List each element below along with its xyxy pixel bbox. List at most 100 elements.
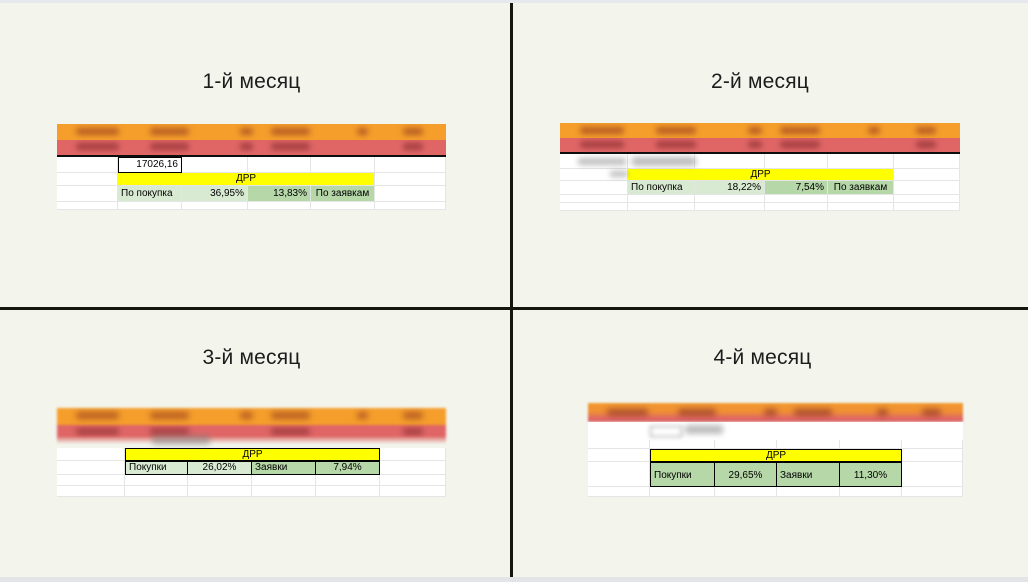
empty-cell[interactable] bbox=[902, 487, 963, 497]
cell-label-applications[interactable]: Заявки bbox=[777, 462, 840, 487]
vertical-divider-line bbox=[510, 3, 513, 577]
empty-cell[interactable] bbox=[650, 487, 715, 497]
empty-cell[interactable] bbox=[380, 475, 446, 486]
empty-cell[interactable] bbox=[188, 486, 252, 497]
cell-label-purchases[interactable]: Покупки bbox=[650, 462, 715, 487]
empty-cell[interactable] bbox=[380, 461, 446, 475]
redacted-text-blob bbox=[76, 143, 120, 150]
cell-value-applications-drr[interactable]: 7,54% bbox=[765, 181, 828, 195]
cell-value-purchases-drr[interactable]: 26,02% bbox=[188, 461, 252, 475]
empty-cell[interactable] bbox=[375, 157, 446, 173]
quadrant-title: 2-й месяц bbox=[710, 70, 810, 93]
empty-cell[interactable] bbox=[560, 203, 628, 211]
empty-cell[interactable] bbox=[628, 195, 695, 203]
cell-value-applications-drr[interactable]: 7,94% bbox=[316, 461, 380, 475]
empty-cell[interactable] bbox=[311, 157, 375, 173]
cell-value-purchases-drr[interactable]: 36,95% bbox=[182, 186, 248, 202]
empty-cell[interactable] bbox=[588, 440, 650, 449]
empty-cell[interactable] bbox=[380, 486, 446, 497]
cell-label-applications[interactable]: По заявкам bbox=[828, 181, 894, 195]
cell-label-purchases[interactable]: Покупки bbox=[125, 461, 188, 475]
empty-cell[interactable] bbox=[560, 181, 628, 195]
empty-cell[interactable] bbox=[57, 475, 125, 486]
empty-cell[interactable] bbox=[182, 157, 248, 173]
empty-cell[interactable] bbox=[828, 154, 894, 169]
empty-cell[interactable] bbox=[777, 487, 840, 497]
empty-cell[interactable] bbox=[380, 448, 446, 461]
empty-cell[interactable] bbox=[894, 169, 960, 181]
spreadsheet-snippet-month-3: ДРР Покупки 26,02% Заявки 7,94% bbox=[57, 408, 446, 497]
cell-label-purchases[interactable]: По покупка bbox=[118, 186, 182, 202]
empty-cell[interactable] bbox=[125, 475, 188, 486]
empty-cell[interactable] bbox=[902, 449, 963, 462]
spreadsheet-snippet-month-1: 17026,16 ДРР По покупка 36,95% 13,83% По… bbox=[57, 124, 446, 210]
empty-cell[interactable] bbox=[894, 181, 960, 195]
redacted-text-blob bbox=[921, 409, 941, 416]
empty-cell[interactable] bbox=[316, 486, 380, 497]
empty-cell[interactable] bbox=[248, 202, 311, 210]
empty-cell[interactable] bbox=[765, 154, 828, 169]
empty-cell[interactable] bbox=[375, 186, 446, 202]
empty-cell[interactable] bbox=[695, 203, 765, 211]
empty-cell[interactable] bbox=[588, 487, 650, 497]
empty-cell[interactable] bbox=[628, 203, 695, 211]
empty-cell[interactable] bbox=[650, 440, 715, 449]
cell-label-applications[interactable]: Заявки bbox=[252, 461, 316, 475]
cell-value-applications-drr[interactable]: 13,83% bbox=[248, 186, 311, 202]
empty-cell[interactable] bbox=[182, 202, 248, 210]
redacted-text-blob bbox=[632, 157, 696, 166]
empty-cell[interactable] bbox=[188, 475, 252, 486]
empty-cell[interactable] bbox=[118, 202, 182, 210]
empty-cell[interactable] bbox=[57, 186, 118, 202]
empty-cell[interactable] bbox=[311, 202, 375, 210]
empty-cell[interactable] bbox=[252, 486, 316, 497]
empty-cell[interactable] bbox=[57, 157, 118, 173]
empty-cell[interactable] bbox=[902, 462, 963, 487]
empty-cell[interactable] bbox=[715, 440, 777, 449]
drr-header-cell[interactable]: ДРР bbox=[628, 169, 894, 181]
empty-cell[interactable] bbox=[894, 203, 960, 211]
empty-cell[interactable] bbox=[588, 449, 650, 462]
empty-cell[interactable] bbox=[57, 173, 118, 186]
empty-cell[interactable] bbox=[588, 462, 650, 487]
empty-cell[interactable] bbox=[715, 487, 777, 497]
empty-cell[interactable] bbox=[828, 203, 894, 211]
spreadsheet-snippet-month-2: ДРР По покупка 18,22% 7,54% По заявкам bbox=[560, 123, 960, 211]
cell-value-applications-drr[interactable]: 11,30% bbox=[840, 462, 902, 487]
cell-value-purchases-drr[interactable]: 29,65% bbox=[715, 462, 777, 487]
empty-cell[interactable] bbox=[57, 448, 125, 461]
empty-cell[interactable] bbox=[375, 173, 446, 186]
empty-cell[interactable] bbox=[560, 195, 628, 203]
redacted-text-blob bbox=[270, 412, 310, 419]
empty-cell[interactable] bbox=[828, 195, 894, 203]
empty-cell[interactable] bbox=[57, 486, 125, 497]
empty-cell[interactable] bbox=[840, 487, 902, 497]
cell-label-applications[interactable]: По заявкам bbox=[311, 186, 375, 202]
drr-header-cell[interactable]: ДРР bbox=[118, 173, 375, 186]
empty-cell[interactable] bbox=[765, 195, 828, 203]
redacted-text-blob bbox=[152, 435, 210, 445]
empty-cell[interactable] bbox=[248, 157, 311, 173]
empty-cell[interactable] bbox=[902, 440, 963, 449]
empty-cell[interactable] bbox=[894, 195, 960, 203]
empty-cell[interactable] bbox=[695, 154, 765, 169]
empty-cell[interactable] bbox=[57, 202, 118, 210]
empty-cell[interactable] bbox=[777, 440, 840, 449]
cell-label-purchases[interactable]: По покупка bbox=[628, 181, 695, 195]
redacted-text-blob bbox=[150, 428, 190, 435]
empty-cell[interactable] bbox=[840, 440, 902, 449]
empty-cell[interactable] bbox=[375, 202, 446, 210]
empty-cell[interactable] bbox=[316, 475, 380, 486]
empty-cell[interactable] bbox=[894, 154, 960, 169]
empty-cell[interactable] bbox=[765, 203, 828, 211]
empty-cell[interactable] bbox=[695, 195, 765, 203]
empty-cell[interactable] bbox=[252, 475, 316, 486]
cell-value-purchases-drr[interactable]: 18,22% bbox=[695, 181, 765, 195]
empty-cell[interactable] bbox=[125, 486, 188, 497]
drr-header-cell[interactable]: ДРР bbox=[650, 449, 902, 462]
empty-cell[interactable] bbox=[57, 461, 125, 475]
redacted-text-blob bbox=[916, 141, 936, 148]
selected-cell-value[interactable]: 17026,16 bbox=[118, 157, 182, 173]
redacted-text-blob bbox=[270, 143, 310, 150]
drr-header-cell[interactable]: ДРР bbox=[125, 448, 380, 461]
